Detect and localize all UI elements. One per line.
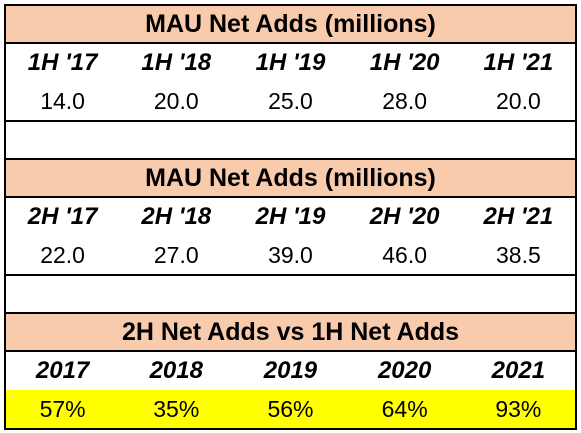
period-header: 1H '20 xyxy=(369,49,440,76)
section-3-header-row: 2017 2018 2019 2020 2021 xyxy=(3,351,578,390)
section-1-header-row: 1H '17 1H '18 1H '19 1H '20 1H '21 xyxy=(3,43,578,82)
year-header: 2018 xyxy=(149,357,203,384)
year-header: 2021 xyxy=(461,351,578,390)
period-header: 1H '17 xyxy=(3,43,120,82)
net-adds-value: 25.0 xyxy=(233,82,348,122)
net-adds-value: 28.0 xyxy=(347,82,462,122)
net-adds-value: 20.0 xyxy=(461,82,578,122)
section-title-row: MAU Net Adds (millions) xyxy=(4,158,577,198)
net-adds-value: 20.0 xyxy=(119,82,234,122)
year-header: 2020 xyxy=(377,357,432,384)
section-1-title: MAU Net Adds (millions) xyxy=(4,4,577,44)
percent-value: 57% xyxy=(3,390,120,430)
section-title-row: 2H Net Adds vs 1H Net Adds xyxy=(4,312,577,352)
section-2-header-row: 2H '17 2H '18 2H '19 2H '20 2H '21 xyxy=(3,197,578,236)
net-adds-value: 22.0 xyxy=(3,236,120,276)
net-adds-value: 38.5 xyxy=(461,236,578,276)
spacer-row xyxy=(4,275,577,313)
mau-net-adds-table: MAU Net Adds (millions) 1H '17 1H '18 1H… xyxy=(3,4,578,430)
section-1-value-row: 14.0 20.0 25.0 28.0 20.0 xyxy=(3,82,578,122)
net-adds-value: 46.0 xyxy=(347,236,462,276)
period-header: 1H '18 xyxy=(141,49,212,76)
period-header: 2H '18 xyxy=(141,203,212,230)
period-header: 1H '21 xyxy=(461,43,578,82)
section-2-value-row: 22.0 27.0 39.0 46.0 38.5 xyxy=(3,236,578,276)
spacer-cell xyxy=(4,121,577,159)
section-3-title: 2H Net Adds vs 1H Net Adds xyxy=(4,312,577,352)
percent-value: 64% xyxy=(347,390,462,430)
year-header: 2017 xyxy=(3,351,120,390)
section-3-percent-row: 57% 35% 56% 64% 93% xyxy=(3,390,578,430)
percent-value: 93% xyxy=(461,390,578,430)
percent-value: 35% xyxy=(119,390,234,430)
spacer-cell xyxy=(4,275,577,313)
net-adds-value: 39.0 xyxy=(233,236,348,276)
period-header: 1H '19 xyxy=(255,49,326,76)
period-header: 2H '21 xyxy=(461,197,578,236)
percent-value: 56% xyxy=(233,390,348,430)
period-header: 2H '17 xyxy=(3,197,120,236)
net-adds-value: 27.0 xyxy=(119,236,234,276)
spacer-row xyxy=(4,121,577,159)
year-header: 2019 xyxy=(263,357,318,384)
section-title-row: MAU Net Adds (millions) xyxy=(4,4,577,44)
net-adds-value: 14.0 xyxy=(3,82,120,122)
section-2-title: MAU Net Adds (millions) xyxy=(4,158,577,198)
period-header: 2H '19 xyxy=(255,203,326,230)
period-header: 2H '20 xyxy=(369,203,440,230)
